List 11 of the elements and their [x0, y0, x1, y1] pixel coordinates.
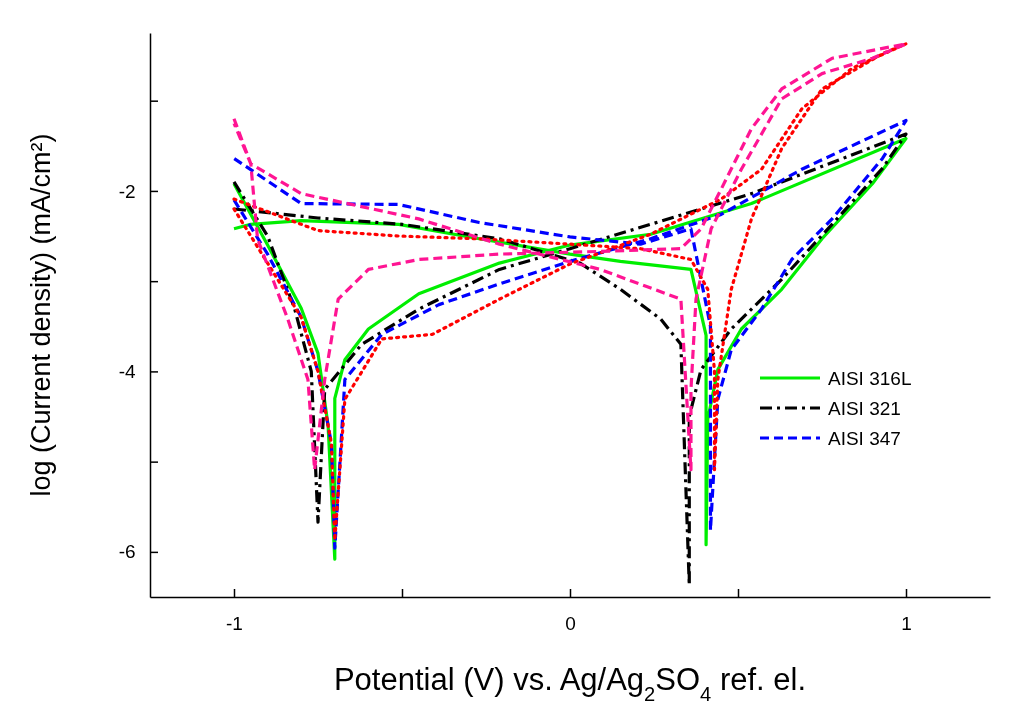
y-tick-label: -4 — [118, 360, 137, 382]
legend-label: AISI 347 — [828, 428, 901, 449]
x-tick-label: 0 — [565, 613, 576, 635]
y-axis-title: log (Current density) (mA/cm²) — [26, 133, 56, 497]
legend-label: AISI 316L — [828, 368, 912, 389]
x-axis-title: Potential (V) vs. Ag/Ag$_{2}$SO$_{4}$ ref. el. — [333, 662, 807, 705]
y-tick-label: -2 — [118, 180, 136, 202]
y-tick-label: -6 — [118, 541, 136, 563]
x-tick-label: -1 — [226, 613, 243, 635]
legend-label: AISI 321 — [828, 398, 901, 419]
x-tick-label: 1 — [901, 613, 912, 635]
